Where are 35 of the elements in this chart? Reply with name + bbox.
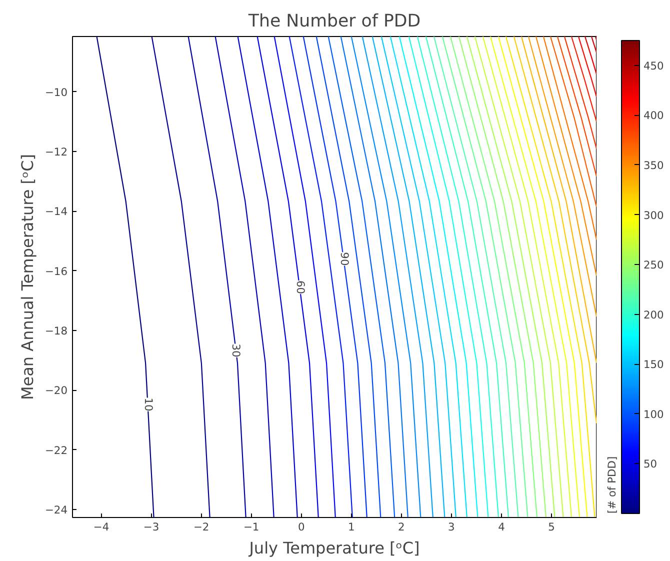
color-bar-label: 50	[644, 458, 658, 471]
annotation: 10	[142, 398, 155, 412]
x-tick-label: 5	[548, 520, 555, 534]
color-bar-label: 450	[644, 59, 664, 72]
x-tick-label: −3	[143, 520, 160, 534]
y-tick-label: −22	[45, 444, 68, 457]
color-bar-label: 250	[644, 258, 664, 272]
y-tick-label: −10	[45, 86, 68, 99]
y-tick-label: −12	[45, 146, 68, 159]
y-tick-label: −16	[45, 264, 68, 278]
chart-title: The Number of PDD	[247, 12, 421, 32]
color-bar-label: 300	[644, 208, 664, 222]
x-axis-title: July Temperature [ᵒC]	[248, 538, 420, 558]
x-tick-label: 1	[348, 520, 355, 534]
y-tick-label: −14	[45, 205, 68, 218]
x-tick-label: 4	[498, 520, 506, 534]
x-tick-label: −2	[193, 520, 210, 534]
x-tick-label: 2	[398, 520, 405, 534]
y-tick-label: −18	[45, 324, 68, 338]
y-tick-label: −24	[45, 503, 68, 516]
color-bar-label: 400	[644, 109, 664, 122]
x-tick-label: −1	[243, 520, 260, 534]
x-tick-label: 0	[298, 520, 305, 534]
annotation: 90	[338, 252, 351, 266]
annotation: 30	[229, 344, 242, 358]
color-bar-title: [# of PDD]	[606, 456, 618, 514]
y-tick-label: −20	[45, 384, 68, 398]
annotation: 60	[294, 280, 307, 294]
y-axis-title: Mean Annual Temperature [ᵒC]	[18, 154, 38, 400]
color-bar-label: 150	[644, 358, 664, 372]
color-bar-label: 350	[644, 158, 664, 172]
color-bar-label: 100	[644, 408, 664, 421]
x-tick-label: −4	[93, 520, 110, 534]
color-bar-label: 200	[644, 308, 664, 322]
x-tick-label: 3	[448, 520, 455, 534]
